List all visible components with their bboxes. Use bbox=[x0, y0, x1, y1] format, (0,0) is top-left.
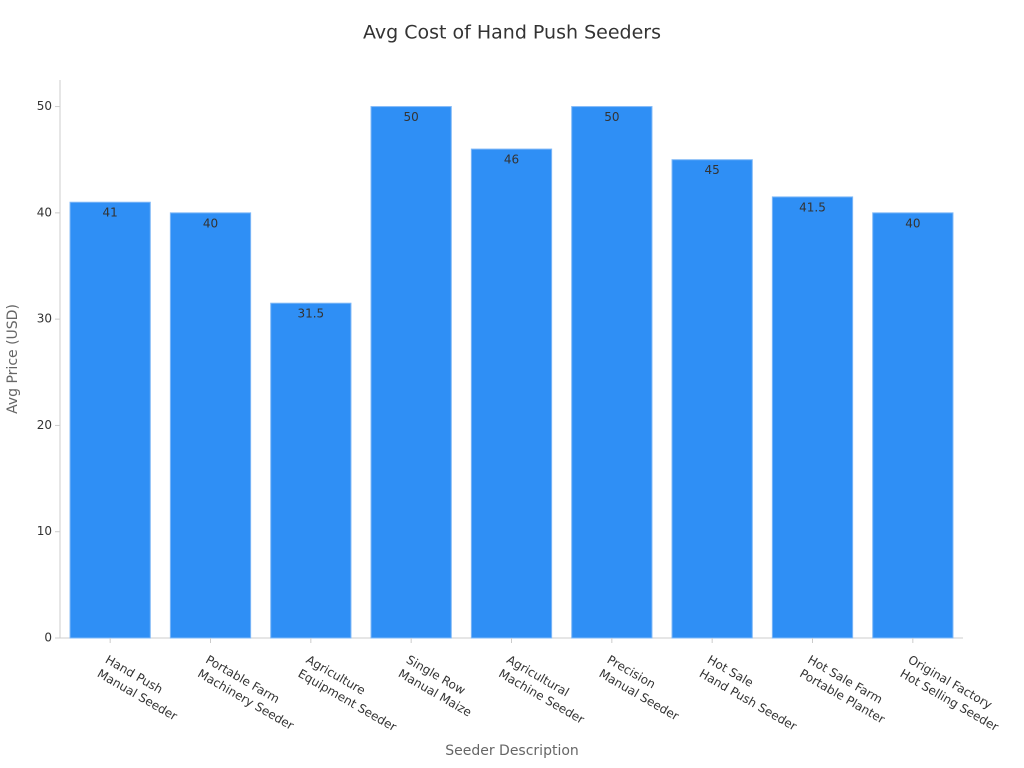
chart-title: Avg Cost of Hand Push Seeders bbox=[363, 22, 661, 44]
bar bbox=[771, 196, 854, 639]
value-label: 40 bbox=[203, 216, 218, 230]
bar bbox=[270, 302, 352, 639]
y-tick-label: 0 bbox=[44, 631, 52, 645]
y-tick-label: 20 bbox=[37, 418, 52, 432]
bar bbox=[370, 106, 452, 639]
value-label: 50 bbox=[404, 110, 419, 124]
bar bbox=[671, 159, 753, 639]
bar bbox=[169, 212, 252, 639]
y-axis-title: Avg Price (USD) bbox=[5, 304, 21, 414]
x-axis-title: Seeder Description bbox=[445, 743, 579, 759]
value-label: 40 bbox=[905, 216, 920, 230]
value-label: 41 bbox=[103, 206, 118, 220]
value-label: 41.5 bbox=[799, 200, 826, 214]
bar bbox=[872, 212, 954, 639]
value-label: 31.5 bbox=[297, 307, 324, 321]
value-label: 45 bbox=[705, 163, 720, 177]
y-tick-label: 30 bbox=[37, 312, 52, 326]
value-label: 46 bbox=[504, 153, 519, 167]
y-tick-label: 40 bbox=[37, 205, 52, 219]
bar bbox=[470, 148, 553, 639]
y-tick-label: 10 bbox=[37, 524, 52, 538]
bar bbox=[571, 106, 653, 639]
value-label: 50 bbox=[604, 110, 619, 124]
y-tick-label: 50 bbox=[37, 99, 52, 113]
bar bbox=[69, 201, 151, 639]
